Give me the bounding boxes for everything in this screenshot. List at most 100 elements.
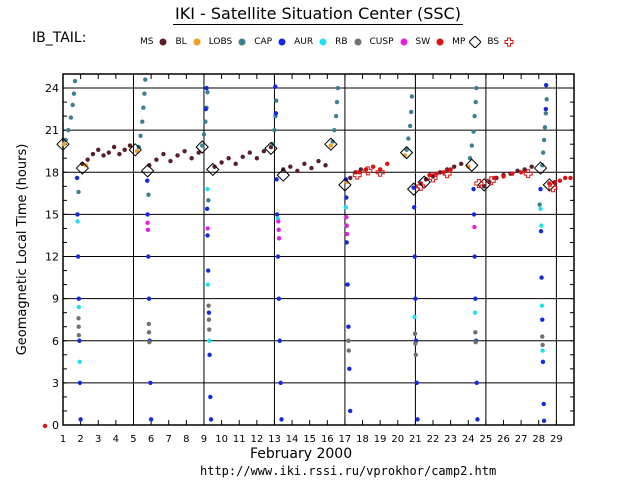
x-tick-label: 5 [130,434,136,445]
point-cap [145,212,150,217]
x-tick-label: 4 [113,434,119,445]
point-aur [207,338,212,343]
point-mp [465,158,479,172]
point-lobs [540,163,545,168]
point-rb [206,317,212,322]
point-ms [161,151,166,157]
point-lobs [469,143,474,148]
x-tick-label: 19 [374,434,387,445]
point-lobs [272,127,277,133]
point-aur [76,304,82,310]
point-mp [140,164,155,178]
legend-label: MS [140,37,154,47]
point-rb [540,334,545,339]
point-lobs [474,85,479,91]
point-cap [76,296,82,301]
point-bs [474,179,484,189]
point-cap [411,205,417,210]
point-lobs [409,94,415,99]
point-cusp [276,236,282,241]
point-sw [568,175,573,181]
point-mp [533,161,548,175]
legend-label: SW [415,37,431,47]
point-rb [206,303,211,308]
point-ms [219,160,224,165]
point-aur [538,206,543,211]
title-text: IKI - Satellite Situation Center (SSC) [173,4,463,25]
point-lobs [142,91,147,96]
legend-label: CUSP [369,37,394,47]
point-bl [61,142,67,147]
point-lobs [543,111,549,116]
point-lobs [274,98,279,103]
point-bs [363,166,373,176]
point-sw [547,181,552,186]
point-ms [309,165,314,171]
point-ms [288,164,293,169]
x-tick-label: 14 [286,434,299,445]
point-ms [127,143,133,148]
point-mp [276,168,290,182]
legend-item-cusp: CUSP [370,36,410,48]
point-cusp [276,227,281,233]
point-rb [146,321,152,327]
x-tick-label: 18 [356,434,369,445]
x-tick-label: 16 [321,434,334,445]
point-cap [412,254,417,259]
point-bs [442,169,452,179]
x-tick-label: 25 [480,434,493,445]
x-tick-label: 8 [183,434,189,445]
point-cap [273,111,279,116]
point-lobs [540,150,546,155]
point-lobs [143,77,148,82]
point-lobs [542,125,548,130]
x-tick-label: 1 [60,434,66,445]
legend-marker [469,36,482,48]
y-axis-label: Geomagnetic Local Time (hours) [15,144,30,356]
point-cap [75,254,81,259]
point-cap [77,338,82,343]
point-cap [539,275,544,280]
point-ms [154,157,159,162]
point-cap [203,106,208,112]
point-ms [459,161,464,167]
point-lobs [404,147,409,153]
point-cap [278,380,283,386]
point-lobs [72,78,78,84]
point-bl [466,164,471,169]
point-lobs [407,123,413,129]
point-mp [195,140,209,154]
legend-item-aur: AUR [294,36,329,48]
point-lobs [408,109,414,115]
x-tick-label: 15 [303,434,316,445]
legend-item-mp: MP [452,36,482,48]
point-cap [274,177,279,182]
x-tick-label: 20 [391,434,404,445]
point-ms [90,151,96,157]
point-lobs [141,105,146,110]
point-rb [540,342,545,348]
point-rb [413,341,418,346]
point-ms [196,150,201,155]
point-ms [302,161,307,167]
point-sw [501,174,506,179]
region-label: IB_TAIL: [32,30,87,46]
y-tick-label: 24 [45,82,59,95]
point-aur [539,303,545,308]
point-lobs [70,102,75,108]
point-lobs [334,99,340,105]
point-cusp [344,231,350,237]
point-cap [411,185,416,190]
x-tick-label: 29 [550,434,563,445]
point-sw [434,171,439,176]
point-ms [96,147,101,153]
point-sw [448,167,453,172]
point-lobs [203,119,208,124]
point-ms [316,158,321,164]
plot-frame [62,73,575,426]
point-bs [523,169,533,179]
point-lobs [63,137,68,143]
point-rb [346,338,351,343]
point-sw [370,164,376,169]
point-rb [76,332,82,338]
